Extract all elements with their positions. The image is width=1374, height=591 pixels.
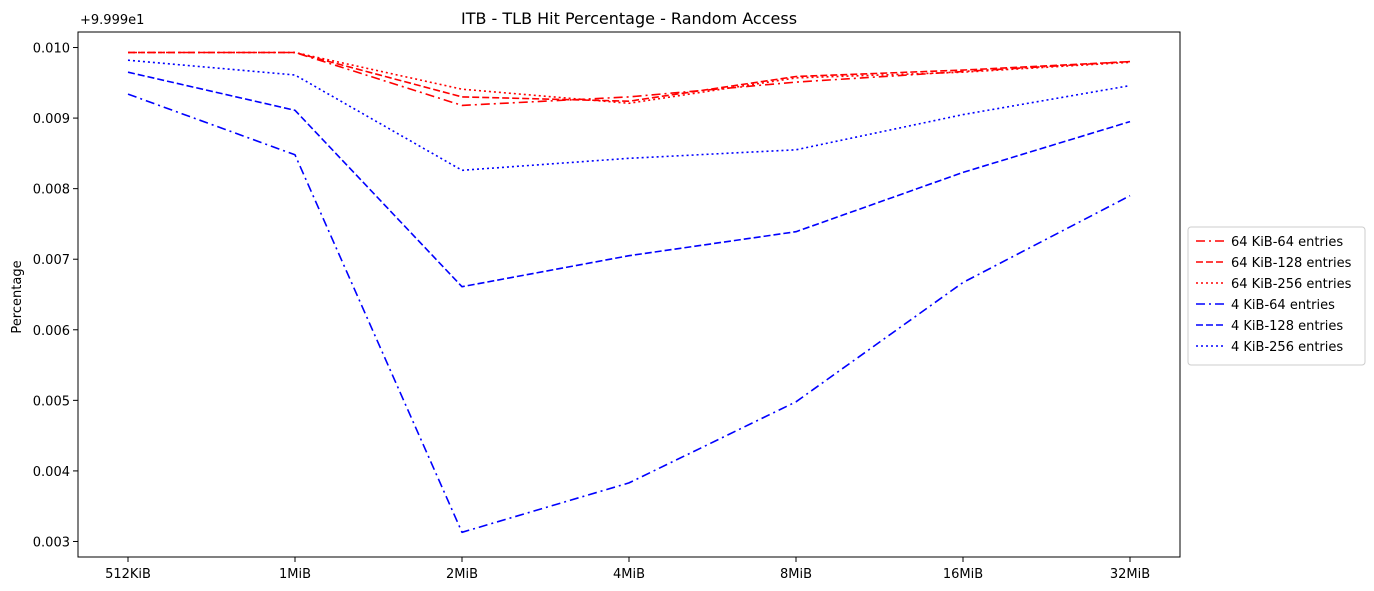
y-axis-offset-label: +9.999e1 — [80, 13, 144, 28]
y-tick-label: 0.005 — [33, 394, 70, 409]
y-tick-label: 0.003 — [33, 535, 70, 550]
legend-label: 64 KiB-64 entries — [1231, 235, 1343, 250]
series-line — [128, 51, 1131, 102]
legend-label: 4 KiB-256 entries — [1231, 340, 1343, 355]
series-layer — [127, 51, 1131, 534]
x-tick-label: 4MiB — [613, 567, 645, 582]
axis-layer: 512KiB 1MiB 2MiB 4MiB 8MiB 16MiB 32MiB 0.003 0.0… — [33, 42, 1150, 582]
x-tick-label: 16MiB — [943, 567, 983, 582]
legend-label: 64 KiB-256 entries — [1231, 277, 1352, 292]
legend: 64 KiB-64 entries 64 KiB-128 entries 64 Ki… — [1187, 226, 1366, 366]
x-tick-label: 512KiB — [105, 567, 151, 582]
series-line — [128, 51, 1131, 107]
x-tick-label: 8MiB — [780, 567, 812, 582]
plot-frame — [77, 31, 1181, 558]
y-tick-label: 0.009 — [33, 112, 70, 127]
series-line — [127, 93, 1131, 534]
y-tick-label: 0.006 — [33, 324, 70, 339]
legend-label: 4 KiB-128 entries — [1231, 319, 1343, 334]
series-line — [128, 51, 1131, 105]
legend-frame — [1187, 226, 1366, 366]
x-tick-label: 2MiB — [446, 567, 478, 582]
series-line — [127, 59, 1131, 172]
series-line — [127, 71, 1131, 288]
legend-label: 64 KiB-128 entries — [1231, 256, 1352, 271]
chart-title: ITB - TLB Hit Percentage - Random Access — [461, 9, 797, 28]
x-tick-label: 32MiB — [1110, 567, 1150, 582]
y-tick-label: 0.010 — [33, 42, 70, 57]
y-tick-label: 0.004 — [33, 465, 70, 480]
legend-label: 4 KiB-64 entries — [1231, 298, 1335, 313]
y-axis-label: Percentage — [10, 260, 25, 333]
y-tick-label: 0.007 — [33, 253, 70, 268]
x-tick-label: 1MiB — [279, 567, 311, 582]
y-tick-label: 0.008 — [33, 183, 70, 198]
